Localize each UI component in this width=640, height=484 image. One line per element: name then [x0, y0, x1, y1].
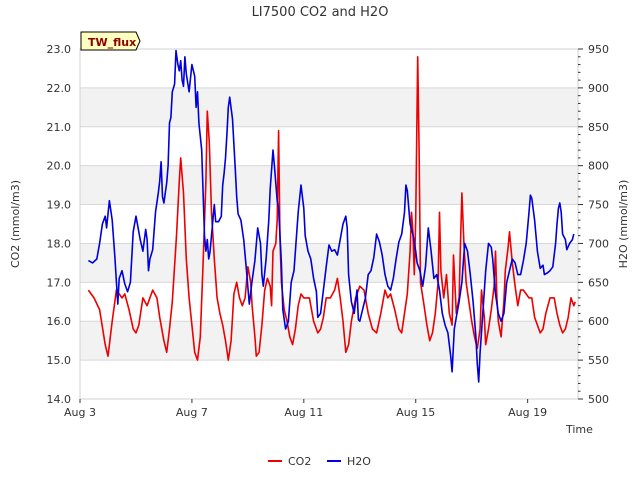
annotation-box: TW_flux [80, 31, 141, 51]
plot-band [80, 321, 578, 361]
y-tick-label-right: 500 [588, 393, 609, 406]
y-tick-label-right: 550 [588, 354, 609, 367]
plot-frame [79, 48, 579, 400]
y-tick-label-left: 21.0 [47, 121, 72, 134]
y-tick-label-left: 18.0 [47, 237, 72, 250]
chart-title: LI7500 CO2 and H2O [252, 5, 389, 20]
y-tick-label-left: 20.0 [47, 160, 72, 173]
y-axis-left-label: CO2 (mmol/m3) [9, 180, 22, 268]
y-tick-label-right: 900 [588, 82, 609, 95]
y-axis-right-label: H2O (mmol/m3) [617, 180, 630, 269]
y-tick-label-right: 650 [588, 276, 609, 289]
legend-label-h2o: H2O [347, 455, 371, 468]
plot-band [80, 165, 578, 205]
x-tick-label: Aug 15 [396, 406, 435, 419]
y-tick-label-left: 17.0 [47, 276, 72, 289]
y-tick-label-left: 19.0 [47, 199, 72, 212]
y-tick-label-left: 23.0 [47, 43, 72, 56]
y-tick-label-right: 950 [588, 43, 609, 56]
legend: CO2 H2O [268, 455, 371, 468]
legend-label-co2: CO2 [288, 455, 311, 468]
x-axis-label: Time [565, 423, 593, 436]
series-line-h2o [88, 49, 575, 383]
y-tick-label-right: 750 [588, 199, 609, 212]
y-tick-label-right: 600 [588, 315, 609, 328]
y-tick-label-left: 15.0 [47, 354, 72, 367]
plot-band [80, 87, 578, 127]
y-tick-label-right: 700 [588, 237, 609, 250]
x-tick-label: Aug 11 [284, 406, 323, 419]
y-tick-label-left: 22.0 [47, 82, 72, 95]
series-group [87, 49, 576, 383]
y-tick-label-right: 850 [588, 121, 609, 134]
y-tick-label-left: 14.0 [47, 393, 72, 406]
annotation-label: TW_flux [88, 36, 136, 49]
plot-bands [80, 87, 578, 361]
y-tick-label-left: 16.0 [47, 315, 72, 328]
x-tick-label: Aug 19 [508, 406, 547, 419]
axes: 14.0 15.0 16.0 17.0 18.0 19.0 20.0 21.0 22.0 23.0… [47, 43, 610, 419]
x-tick-label: Aug 7 [176, 406, 208, 419]
x-tick-label: Aug 3 [64, 406, 96, 419]
y-tick-label-right: 800 [588, 160, 609, 173]
